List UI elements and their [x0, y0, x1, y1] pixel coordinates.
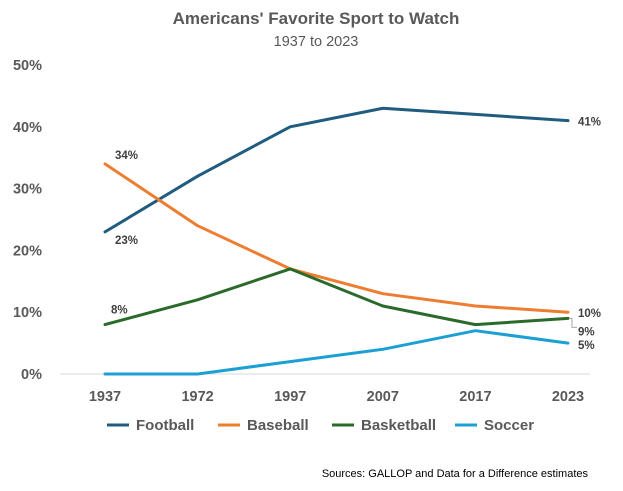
- x-tick-label: 2017: [459, 389, 491, 405]
- series-lines: [103, 106, 570, 376]
- data-label-basketball: 9%: [578, 326, 595, 338]
- x-axis-ticks: 1937 1972 1997 2007 2017 2023: [89, 389, 584, 405]
- data-label-football: 23%: [115, 235, 138, 247]
- data-label-football: 41%: [578, 117, 601, 129]
- data-label-leader-line: [569, 317, 577, 328]
- series-line-football: [103, 106, 570, 234]
- series-line-baseball: [103, 162, 570, 314]
- x-tick-label: 2007: [367, 389, 399, 405]
- y-tick-label: 20%: [13, 243, 42, 259]
- chart-title: Americans' Favorite Sport to Watch: [173, 9, 460, 28]
- legend-label-basketball: Basketball: [361, 417, 436, 434]
- y-tick-label: 40%: [13, 120, 42, 136]
- x-tick-label: 1997: [274, 389, 306, 405]
- y-tick-label: 50%: [13, 58, 42, 74]
- x-tick-label: 1937: [89, 389, 121, 405]
- y-tick-label: 30%: [13, 182, 42, 198]
- chart-subtitle: 1937 to 2023: [274, 34, 359, 50]
- series-line-basketball: [103, 267, 570, 327]
- legend-label-soccer: Soccer: [484, 417, 534, 434]
- data-labels: 23% 41% 34% 10% 8% 9% 5%: [111, 117, 601, 352]
- source-note: Sources: GALLOP and Data for a Differenc…: [322, 468, 589, 480]
- data-label-baseball: 34%: [115, 150, 138, 162]
- y-axis-ticks: 0% 10% 20% 30% 40% 50%: [13, 58, 42, 383]
- legend: Football Baseball Basketball Soccer: [107, 417, 534, 434]
- legend-label-football: Football: [136, 417, 194, 434]
- series-line-soccer: [103, 329, 570, 376]
- data-label-basketball: 8%: [111, 305, 128, 317]
- x-tick-label: 1972: [181, 389, 213, 405]
- data-label-soccer: 5%: [578, 340, 595, 352]
- legend-label-baseball: Baseball: [247, 417, 309, 434]
- y-tick-label: 0%: [21, 367, 42, 383]
- x-tick-label: 2023: [552, 389, 584, 405]
- y-tick-label: 10%: [13, 305, 42, 321]
- data-label-baseball: 10%: [578, 308, 601, 320]
